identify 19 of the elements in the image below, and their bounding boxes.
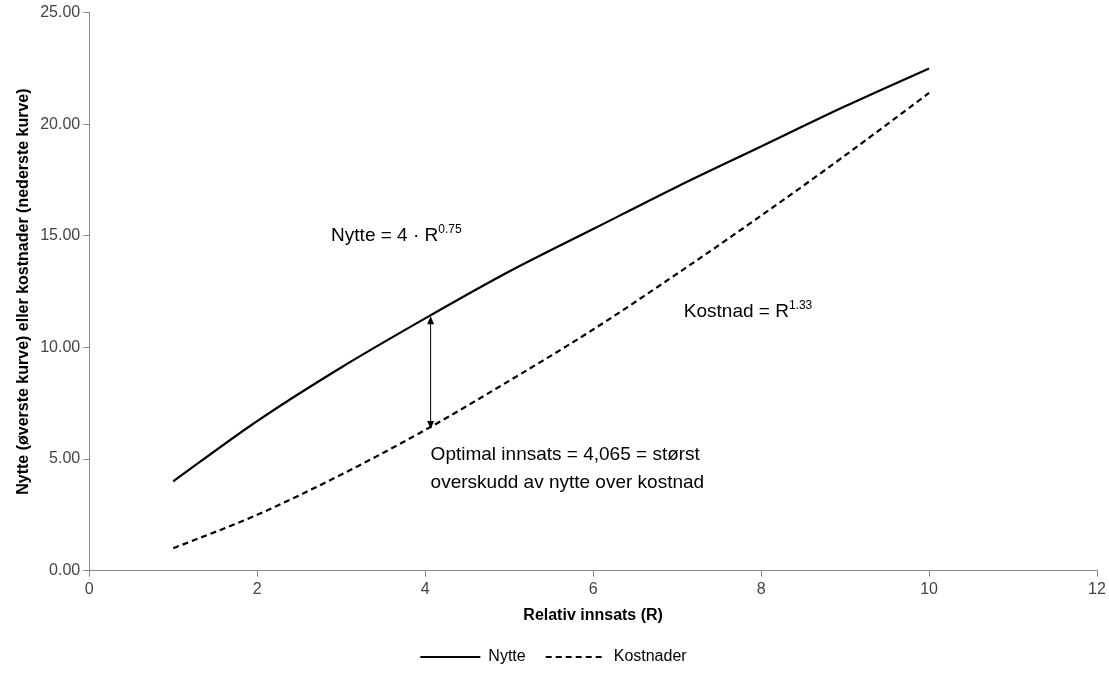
x-tick-label: 10 bbox=[920, 579, 939, 597]
x-tick-label: 0 bbox=[84, 579, 94, 597]
x-tick-label: 6 bbox=[588, 579, 598, 597]
y-tick-label: 20.00 bbox=[40, 114, 81, 132]
x-tick-label: 2 bbox=[252, 579, 262, 597]
y-tick-label: 25.00 bbox=[40, 3, 81, 21]
x-tick-label: 4 bbox=[420, 579, 430, 597]
y-tick-label: 5.00 bbox=[49, 449, 81, 467]
y-axis-title: Nytte (øverste kurve) eller kostnader (nederste kurve) bbox=[14, 88, 32, 495]
y-tick-label: 10.00 bbox=[40, 337, 81, 355]
x-axis-title: Relativ innsats (R) bbox=[523, 605, 663, 623]
x-tick-label: 12 bbox=[1088, 579, 1106, 597]
annotation: Optimal innsats = 4,065 = størst overskudd av nytte over kostnad bbox=[430, 442, 705, 492]
legend-label: Nytte bbox=[488, 647, 526, 665]
y-tick-label: 0.00 bbox=[49, 561, 81, 579]
line-series bbox=[172, 91, 931, 550]
legend-label: Kostnader bbox=[613, 647, 688, 665]
y-tick-label: 15.00 bbox=[40, 226, 81, 244]
x-tick-label: 8 bbox=[756, 579, 766, 597]
